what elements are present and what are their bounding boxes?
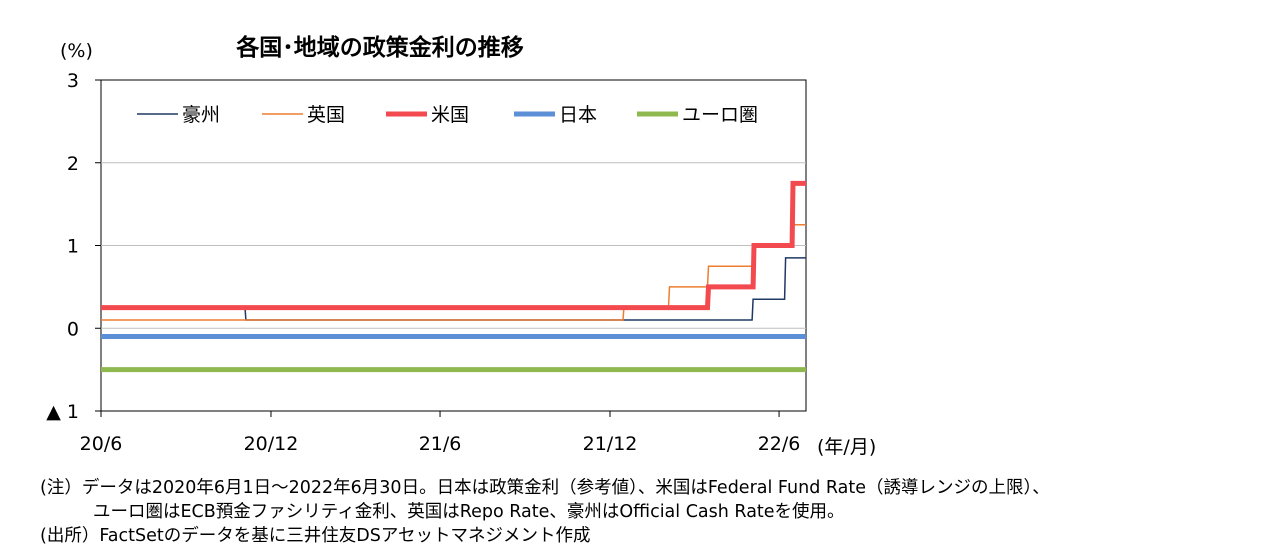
x-tick-label: 21/6 [419, 433, 462, 455]
x-tick-label: 20/6 [80, 433, 123, 455]
series-line-米国 [101, 180, 806, 311]
y-tick-label: 1 [67, 236, 79, 258]
legend-label: 豪州 [182, 104, 220, 126]
note-line-2: ユーロ圏はECB預金ファシリティ金利、英国はRepo Rate、豪州はOffic… [93, 502, 845, 522]
legend-label: 日本 [559, 104, 597, 126]
x-tick-label: 22/6 [758, 433, 801, 455]
legend-label: 英国 [307, 104, 345, 126]
x-axis-unit-label: (年/月) [817, 436, 877, 458]
y-tick-label: 3 [67, 70, 79, 92]
legend-label: ユーロ圏 [682, 104, 758, 126]
y-tick-label: 2 [67, 153, 79, 175]
chart-title: 各国･地域の政策金利の推移 [236, 35, 524, 61]
y-tick-label: ▲ 1 [46, 401, 79, 423]
legend-label: 米国 [431, 104, 469, 126]
source-note: (出所）FactSetのデータを基に三井住友DSアセットマネジメント作成 [40, 526, 591, 546]
note-line-1: (注）データは2020年6月1日～2022年6月30日。日本は政策金利（参考値）… [40, 478, 1050, 498]
x-tick-label: 20/12 [244, 433, 299, 455]
y-tick-label: 0 [67, 318, 79, 340]
y-axis-unit-label: (%) [60, 40, 93, 62]
series-line-豪州 [101, 257, 806, 321]
x-tick-label: 21/12 [583, 433, 638, 455]
